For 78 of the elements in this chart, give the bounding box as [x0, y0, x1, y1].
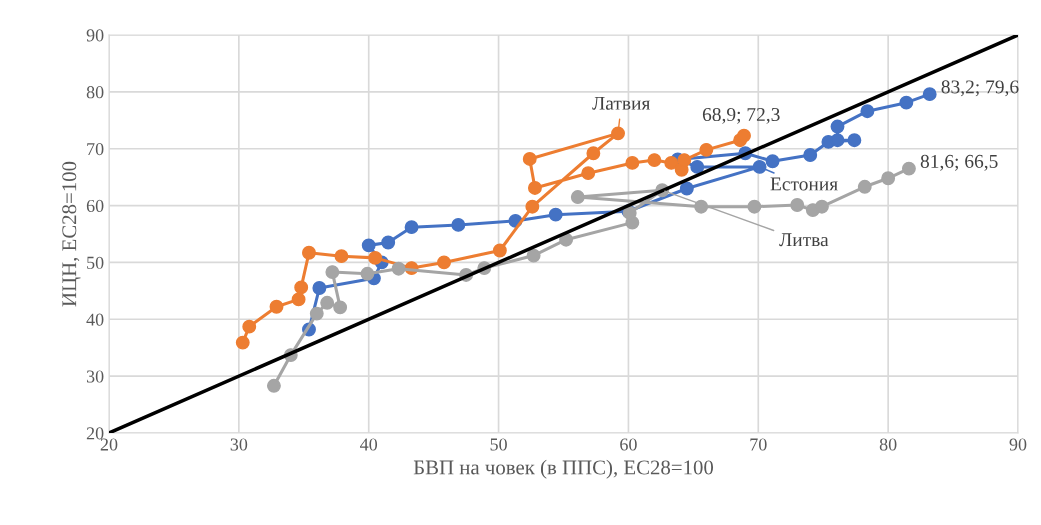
point: [309, 306, 324, 321]
annotation: 81,6; 66,5: [920, 154, 998, 171]
point: [312, 281, 327, 295]
point: [899, 95, 914, 110]
point: [320, 295, 335, 310]
point: [391, 261, 406, 276]
point: [679, 181, 694, 196]
point: [526, 248, 541, 263]
point: [334, 249, 349, 264]
point: [737, 128, 751, 143]
point: [803, 148, 818, 162]
x-tick-label: 70: [750, 438, 767, 451]
point: [814, 199, 829, 214]
y-tick-label: 30: [86, 370, 104, 383]
x-tick-label: 80: [879, 438, 897, 451]
point: [790, 198, 805, 212]
y-tick-label: 70: [87, 142, 104, 156]
point: [765, 154, 780, 169]
point: [699, 142, 714, 157]
point: [522, 152, 537, 166]
point: [647, 153, 662, 168]
point: [368, 250, 383, 265]
point: [570, 190, 585, 204]
point: [525, 199, 540, 214]
x-tick-label: 50: [490, 438, 507, 451]
point: [548, 207, 563, 222]
y-tick-label: 50: [87, 256, 104, 269]
point: [830, 133, 845, 148]
point: [325, 265, 340, 280]
point: [830, 119, 845, 134]
point: [847, 133, 862, 148]
point: [881, 171, 896, 186]
legend-label: Естония: [770, 177, 838, 191]
point: [492, 243, 507, 258]
point: [527, 181, 542, 195]
point: [269, 299, 284, 314]
x-tick-label: 30: [230, 438, 248, 451]
point: [381, 235, 396, 250]
x-tick-label: 60: [620, 438, 637, 451]
point: [677, 153, 692, 168]
y-tick-label: 20: [86, 427, 104, 440]
x-tick-label: 40: [360, 438, 378, 451]
point: [586, 146, 601, 161]
point: [625, 155, 640, 170]
annotation: 68,9; 72,3: [702, 107, 780, 124]
point: [611, 126, 625, 141]
point: [294, 280, 309, 295]
point: [901, 161, 916, 176]
point: [361, 238, 376, 253]
point: [922, 87, 937, 102]
y-axis-title: ИЦН, ЕС28=100: [62, 161, 81, 307]
y-tick-label: 90: [86, 29, 104, 42]
series-label: Литва: [779, 233, 829, 247]
y-tick-label: 60: [86, 199, 104, 213]
x-tick-label: 90: [1009, 438, 1027, 451]
annotation: 83,2; 79,6: [941, 80, 1019, 97]
point: [437, 255, 451, 270]
x-tick-label: 20: [100, 438, 118, 451]
point: [360, 266, 375, 281]
point: [860, 104, 875, 119]
point: [581, 166, 596, 181]
point: [266, 378, 281, 393]
point: [404, 220, 419, 235]
x-axis-title: БВП на човек (в ППС), ЕС28=100: [413, 459, 714, 479]
point: [747, 199, 762, 214]
y-tick-label: 40: [86, 313, 104, 326]
y-tick-label: 80: [86, 86, 104, 99]
point: [291, 292, 306, 307]
point: [857, 179, 872, 194]
point: [664, 155, 679, 170]
point: [690, 159, 705, 174]
point: [333, 300, 348, 315]
point: [752, 159, 767, 174]
point: [242, 319, 257, 334]
point: [235, 335, 250, 350]
series-label: Латвия: [592, 96, 651, 110]
point: [451, 217, 466, 232]
point: [302, 245, 316, 260]
